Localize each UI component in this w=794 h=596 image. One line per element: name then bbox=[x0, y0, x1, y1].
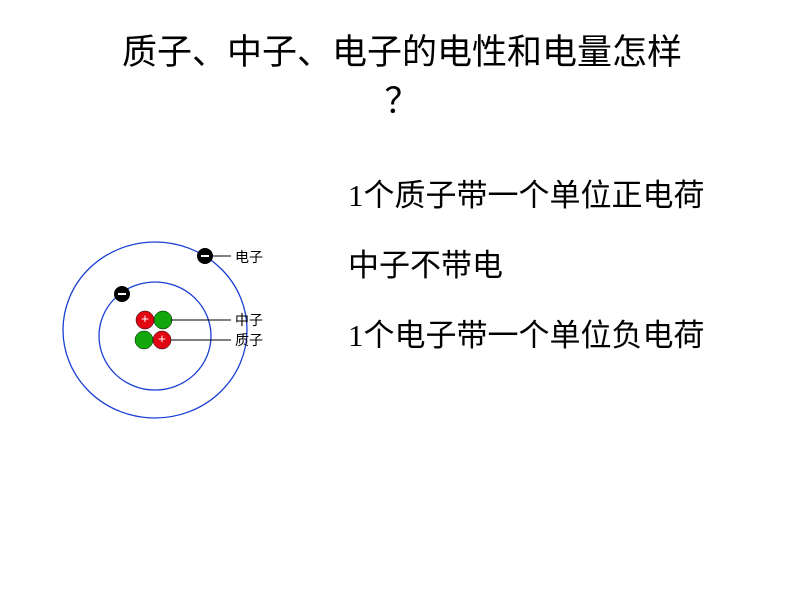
electron-particle bbox=[197, 248, 213, 264]
electron-particle bbox=[114, 286, 130, 302]
page-title: 质子、中子、电子的电性和电量怎样 ？ bbox=[72, 28, 732, 126]
neutron-particle bbox=[135, 331, 153, 349]
label-proton: 质子 bbox=[235, 333, 263, 349]
title-line1: 质子、中子、电子的电性和电量怎样 bbox=[122, 33, 682, 72]
neutron-particle bbox=[154, 311, 172, 329]
atom-svg: + + 电子 中子 质子 bbox=[35, 200, 315, 450]
statement-proton: 1个质子带一个单位正电荷 bbox=[348, 175, 778, 217]
label-neutron: 中子 bbox=[235, 313, 263, 329]
proton-particle: + bbox=[153, 331, 171, 349]
orbit-outer-e bbox=[63, 242, 247, 418]
label-electron: 电子 bbox=[235, 250, 263, 266]
svg-text:+: + bbox=[158, 333, 166, 348]
proton-particle: + bbox=[136, 311, 154, 329]
statements-block: 1个质子带一个单位正电荷 中子不带电 1个电子带一个单位负电荷 bbox=[348, 175, 778, 385]
atom-diagram: + + 电子 中子 质子 bbox=[35, 200, 315, 450]
title-line2: ？ bbox=[384, 82, 419, 121]
statement-electron: 1个电子带一个单位负电荷 bbox=[348, 315, 778, 357]
statement-neutron: 中子不带电 bbox=[348, 245, 778, 287]
svg-text:+: + bbox=[141, 313, 149, 328]
